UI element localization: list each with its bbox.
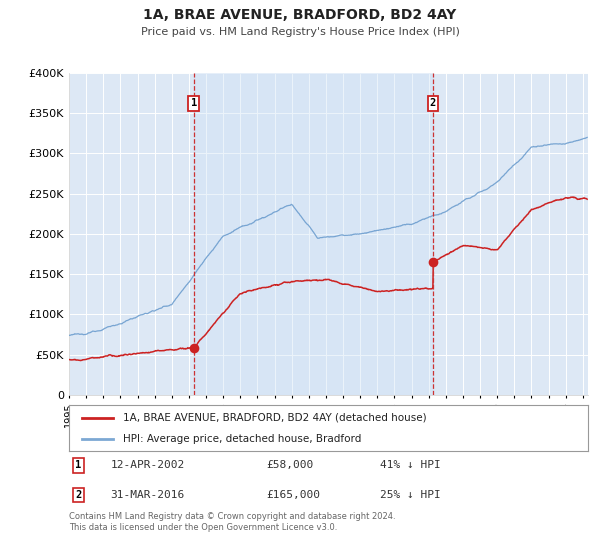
- Text: 1: 1: [75, 460, 82, 470]
- Text: 2: 2: [75, 490, 82, 500]
- Text: £165,000: £165,000: [266, 490, 320, 500]
- Text: 1A, BRAE AVENUE, BRADFORD, BD2 4AY (detached house): 1A, BRAE AVENUE, BRADFORD, BD2 4AY (deta…: [124, 413, 427, 423]
- Bar: [194, 73, 433, 395]
- Text: £58,000: £58,000: [266, 460, 313, 470]
- Text: 12-APR-2002: 12-APR-2002: [110, 460, 185, 470]
- Text: 1A, BRAE AVENUE, BRADFORD, BD2 4AY: 1A, BRAE AVENUE, BRADFORD, BD2 4AY: [143, 8, 457, 22]
- Text: 41% ↓ HPI: 41% ↓ HPI: [380, 460, 441, 470]
- Text: 25% ↓ HPI: 25% ↓ HPI: [380, 490, 441, 500]
- Text: 31-MAR-2016: 31-MAR-2016: [110, 490, 185, 500]
- Text: HPI: Average price, detached house, Bradford: HPI: Average price, detached house, Brad…: [124, 435, 362, 444]
- Text: 2: 2: [430, 99, 436, 109]
- Text: Contains HM Land Registry data © Crown copyright and database right 2024.
This d: Contains HM Land Registry data © Crown c…: [69, 512, 395, 532]
- Text: 1: 1: [191, 99, 197, 109]
- Text: Price paid vs. HM Land Registry's House Price Index (HPI): Price paid vs. HM Land Registry's House …: [140, 27, 460, 38]
